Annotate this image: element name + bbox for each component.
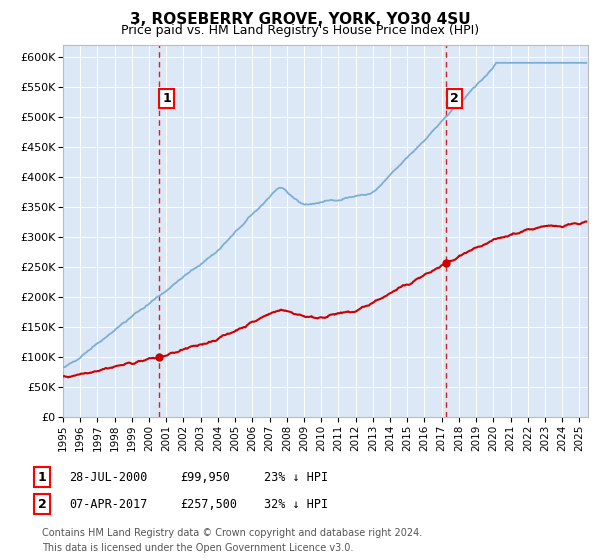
Text: 32% ↓ HPI: 32% ↓ HPI — [264, 497, 328, 511]
Text: £99,950: £99,950 — [180, 470, 230, 484]
Text: Contains HM Land Registry data © Crown copyright and database right 2024.: Contains HM Land Registry data © Crown c… — [42, 528, 422, 538]
Text: 1: 1 — [38, 470, 46, 484]
Text: £257,500: £257,500 — [180, 497, 237, 511]
Text: 2: 2 — [450, 92, 458, 105]
Text: 3, ROSEBERRY GROVE, YORK, YO30 4SU: 3, ROSEBERRY GROVE, YORK, YO30 4SU — [130, 12, 470, 27]
Text: 2: 2 — [38, 497, 46, 511]
Text: 28-JUL-2000: 28-JUL-2000 — [69, 470, 148, 484]
Text: This data is licensed under the Open Government Licence v3.0.: This data is licensed under the Open Gov… — [42, 543, 353, 553]
Text: Price paid vs. HM Land Registry's House Price Index (HPI): Price paid vs. HM Land Registry's House … — [121, 24, 479, 36]
Text: 1: 1 — [163, 92, 171, 105]
Text: 23% ↓ HPI: 23% ↓ HPI — [264, 470, 328, 484]
Text: 07-APR-2017: 07-APR-2017 — [69, 497, 148, 511]
